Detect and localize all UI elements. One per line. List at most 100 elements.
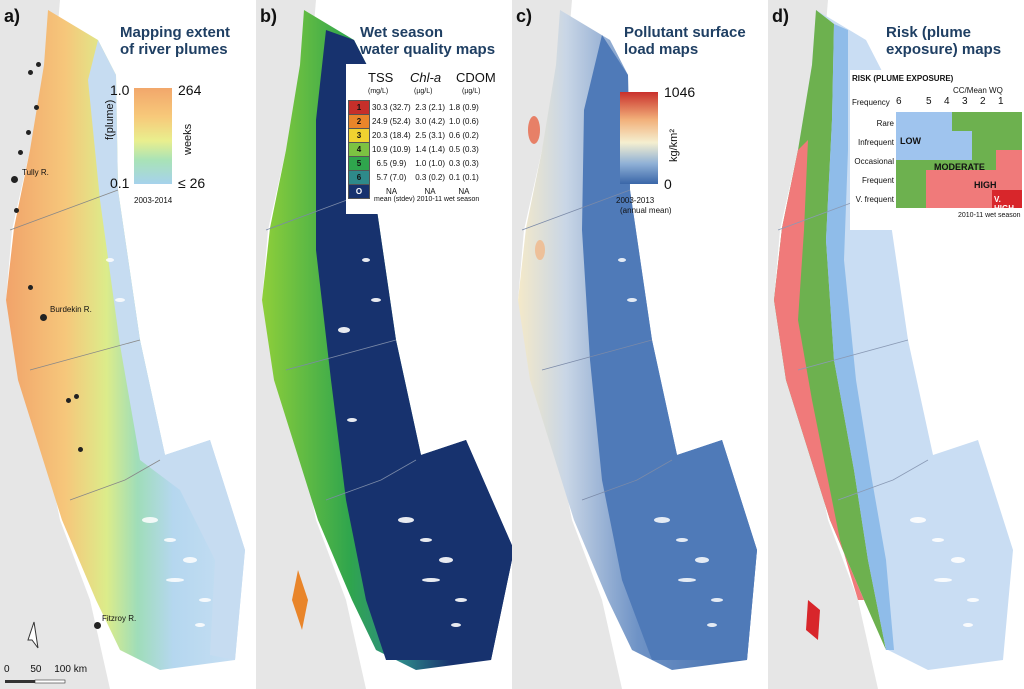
wq-table-grid: 1 30.3 (32.7) 2.3 (2.1) 1.8 (0.9) 2 24.9 (52.… <box>348 100 481 199</box>
legend-note: (annual mean) <box>620 206 672 215</box>
risk-row-label: Rare <box>876 119 894 128</box>
risk-row-label: Infrequent <box>857 138 894 147</box>
wq-class-swatch: 1 <box>348 100 370 115</box>
wq-cell-tss: 30.3 (32.7) <box>372 103 411 112</box>
risk-row-label: V. frequent <box>855 195 894 204</box>
wq-cell-tss: 10.9 (10.9) <box>372 145 411 154</box>
legend-min-left: 0.1 <box>110 175 130 191</box>
river-mouth-dot <box>36 62 41 67</box>
river-mouth-dot <box>11 176 18 183</box>
wq-table-bg <box>346 64 512 214</box>
risk-row-label: Occasional <box>854 157 894 166</box>
legend-max: 1046 <box>664 84 696 100</box>
risk-col-tick: 4 <box>944 96 950 107</box>
scale-tick-0: 0 <box>4 664 10 675</box>
wq-cell-tss: 24.9 (52.4) <box>372 117 411 126</box>
risk-matrix-title: RISK (PLUME EXPOSURE) <box>852 74 954 83</box>
scale-tick-100: 100 km <box>54 664 88 675</box>
wq-cell-chl: NA <box>424 187 436 196</box>
wq-class-swatch: 4 <box>348 142 370 157</box>
river-mouth-dot <box>74 394 79 399</box>
legend-period: 2003-2014 <box>134 196 173 205</box>
legend-unit: kg/km² <box>668 129 680 162</box>
legend-max-right: 264 <box>178 82 202 98</box>
wq-row: 6 5.7 (7.0) 0.3 (0.2) 0.1 (0.1) <box>348 170 481 185</box>
wq-row: O NA NA NA <box>348 184 481 199</box>
panel-label: d) <box>772 6 789 26</box>
scale-bar-labels: 0 50 100 km <box>4 664 104 675</box>
wq-cell-cdom: 1.0 (0.6) <box>449 117 479 126</box>
river-label-fitzroy: Fitzroy R. <box>102 614 137 623</box>
wq-class-swatch: 5 <box>348 156 370 171</box>
river-label-tully: Tully R. <box>22 168 49 177</box>
risk-level-vhigh: V. HIGH <box>994 195 1014 213</box>
wq-cell-cdom: 0.3 (0.3) <box>449 159 479 168</box>
risk-col-tick: 5 <box>926 96 932 107</box>
wq-cell-cdom: 0.6 (0.2) <box>449 131 479 140</box>
risk-cell-moderate <box>952 112 1022 131</box>
wq-cell-tss: 5.7 (7.0) <box>376 173 407 182</box>
panel-a-plume-extent: a) Mapping extent of river plumes 1.0 0.… <box>0 0 256 689</box>
wq-cell-chl: 2.3 (2.1) <box>415 103 445 112</box>
legend-min-right: ≤ 26 <box>178 175 206 191</box>
river-mouth-dot <box>78 447 83 452</box>
risk-col-tick: 3 <box>962 96 968 107</box>
header-tss: TSS <box>368 70 394 85</box>
panel-c-pollutant-load: c) Pollutant surface load maps 1046 0 kg… <box>512 0 768 689</box>
risk-col-tick: 2 <box>980 96 986 107</box>
panel-title-line2: load maps <box>624 41 699 58</box>
wq-cell-tss: NA <box>386 187 398 196</box>
wq-class-swatch: 3 <box>348 128 370 143</box>
river-mouth-dot <box>26 130 31 135</box>
risk-level-moderate: MODERATE <box>934 162 985 172</box>
wq-cell-chl: 0.3 (0.2) <box>415 173 445 182</box>
pollutant-colorbar <box>620 92 658 184</box>
panel-b-water-quality: b) Wet season water quality maps TSS Chl… <box>256 0 512 689</box>
risk-cell-high <box>996 150 1022 170</box>
risk-level-high: HIGH <box>974 180 997 190</box>
legend-period: 2003-2013 <box>616 196 655 205</box>
river-mouth-dot <box>94 622 101 629</box>
legend-min: 0 <box>664 176 672 192</box>
wq-cell-cdom: 0.5 (0.3) <box>449 145 479 154</box>
panel-label: c) <box>516 6 533 26</box>
wq-cell-cdom: NA <box>458 187 470 196</box>
risk-col-tick: 1 <box>998 96 1004 107</box>
risk-footnote: 2010-11 wet season <box>958 212 1021 219</box>
unit-chla: (µg/L) <box>414 88 433 95</box>
header-cdom: CDOM <box>456 70 496 85</box>
river-mouth-dot <box>18 150 23 155</box>
wq-cell-tss: 6.5 (9.9) <box>376 159 407 168</box>
risk-freq-label: Frequency <box>852 98 890 107</box>
panel-title-line2: water quality maps <box>360 41 496 58</box>
plume-extent-map <box>0 0 245 689</box>
river-mouth-dot <box>28 70 33 75</box>
wq-cell-chl: 3.0 (4.2) <box>415 117 445 126</box>
risk-col-header: CC/Mean WQ <box>953 86 1003 95</box>
risk-cell-vhigh <box>992 190 1022 208</box>
wq-row: 1 30.3 (32.7) 2.3 (2.1) 1.8 (0.9) <box>348 100 481 115</box>
wq-cell-chl: 2.5 (3.1) <box>415 131 445 140</box>
risk-col-tick: 6 <box>896 96 902 107</box>
risk-row-label: Frequent <box>861 176 894 185</box>
risk-row-labels: Rare Infrequent Occasional Frequent V. frequ… <box>850 114 894 209</box>
river-mouth-dot <box>28 285 33 290</box>
legend-axis-left: f(plume) <box>104 99 116 140</box>
river-mouth-dot <box>34 105 39 110</box>
legend-axis-right: weeks <box>182 123 194 155</box>
risk-map <box>768 0 1013 689</box>
river-label-burdekin: Burdekin R. <box>50 305 92 314</box>
wq-footnote: mean (stdev) 2010-11 wet season <box>374 196 480 203</box>
unit-tss: (mg/L) <box>368 88 389 95</box>
header-chla: Chl-a <box>410 70 442 85</box>
panel-title-line2: exposure) maps <box>886 41 1002 58</box>
wq-cell-cdom: 0.1 (0.1) <box>449 173 479 182</box>
wq-cell-cdom: 1.8 (0.9) <box>449 103 479 112</box>
legend-max-left: 1.0 <box>110 82 130 98</box>
risk-matrix: LOW MODERATE HIGH V. HIGH <box>896 112 1022 213</box>
wq-cell-chl: 1.4 (1.4) <box>415 145 445 154</box>
risk-level-low: LOW <box>900 136 921 146</box>
wq-row: 2 24.9 (52.4) 3.0 (4.2) 1.0 (0.6) <box>348 114 481 129</box>
panel-label: a) <box>4 6 21 26</box>
river-mouth-dot <box>40 314 47 321</box>
